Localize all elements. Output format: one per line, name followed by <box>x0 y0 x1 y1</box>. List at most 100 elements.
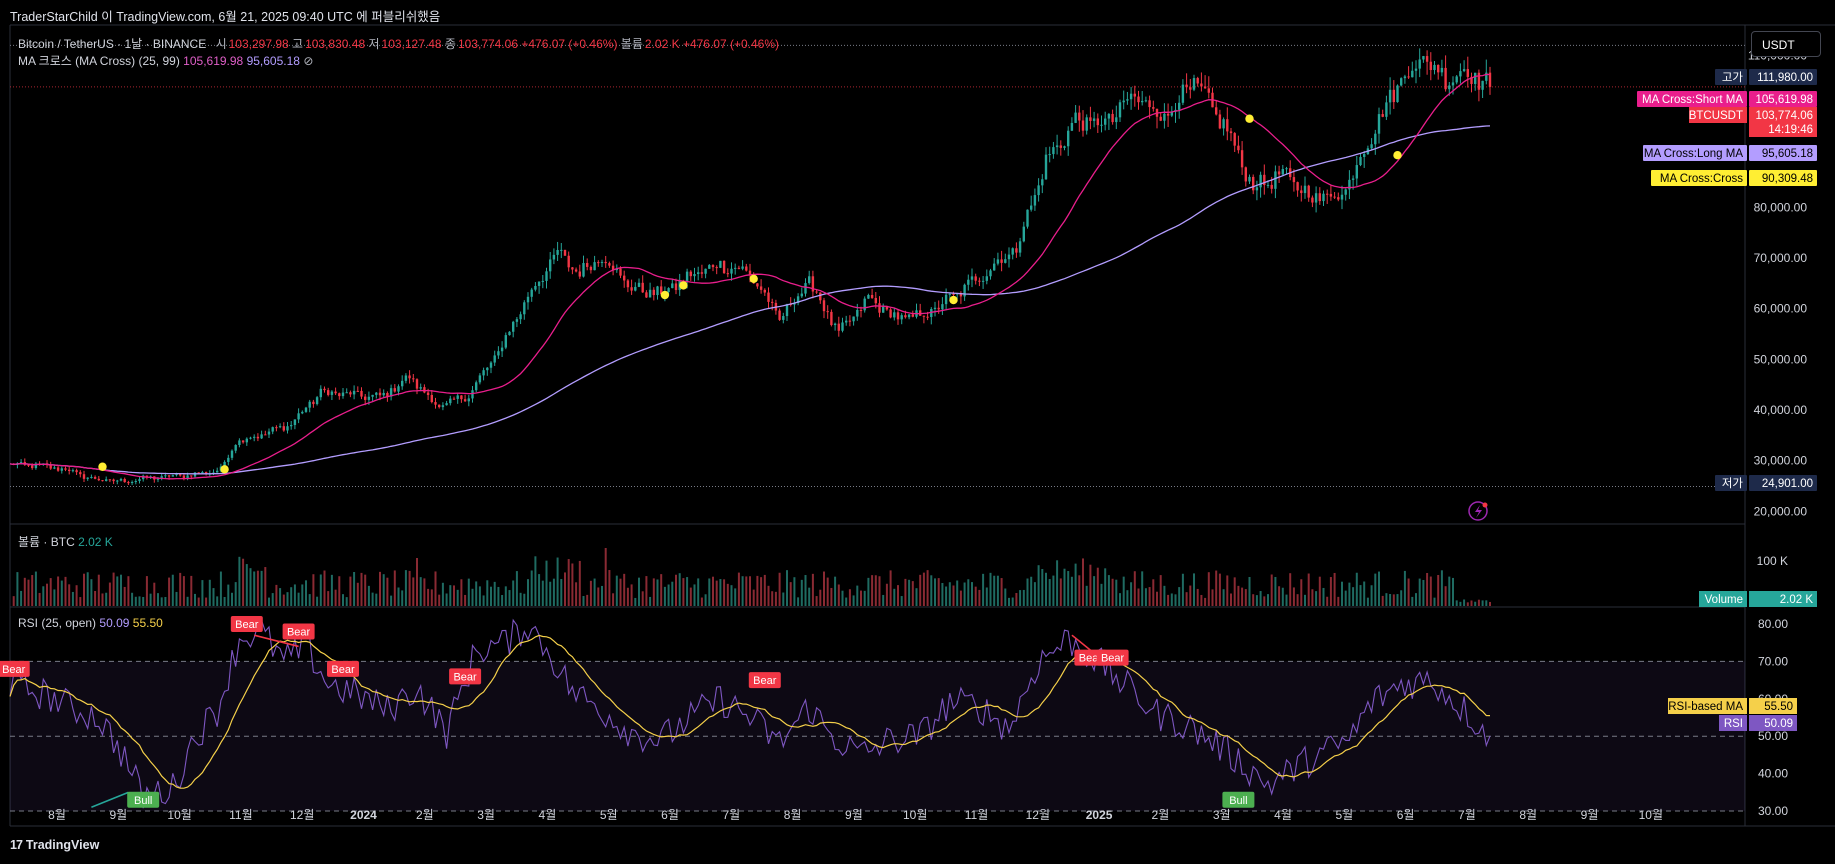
candle <box>1052 147 1055 155</box>
candle <box>241 440 245 443</box>
candle <box>1170 111 1173 116</box>
change-value: +476.07 (+0.46%) <box>521 37 618 51</box>
candle <box>404 375 408 381</box>
candle <box>719 260 722 268</box>
volume-bar <box>1241 587 1244 606</box>
volume-bar <box>190 575 193 606</box>
rsi-signal: Bear <box>0 660 30 677</box>
candle <box>1203 86 1207 89</box>
volume-bar <box>253 571 256 606</box>
volume-bar <box>197 597 200 606</box>
candle <box>167 475 171 477</box>
rsi-signal: Bear <box>230 615 263 632</box>
currency-button[interactable]: USDT <box>1751 31 1821 57</box>
candle <box>286 426 289 431</box>
candle <box>759 286 763 290</box>
volume-bar <box>1193 573 1195 606</box>
rsi-signal-text: Bear <box>235 619 259 631</box>
rsi-tick-label: 50.00 <box>1758 729 1788 743</box>
candle <box>116 480 119 482</box>
volume-bar <box>1489 601 1491 606</box>
candle <box>489 362 493 368</box>
symbol-name[interactable]: Bitcoin / TetherUS · 1날 · BINANCE <box>18 37 207 51</box>
candle <box>508 331 511 336</box>
candle <box>519 314 522 320</box>
candle <box>1448 85 1451 90</box>
tradingview-logo-icon: 17 <box>10 838 23 852</box>
volume-bar <box>1292 587 1295 606</box>
volume-bar <box>1148 587 1151 606</box>
rsi-legend[interactable]: RSI (25, open) 50.09 55.50 <box>18 616 163 630</box>
footer-brand[interactable]: 17 TradingView <box>10 838 99 852</box>
candle <box>845 320 848 323</box>
volume-bar <box>638 577 640 606</box>
candle <box>419 387 422 389</box>
volume-bar <box>1396 594 1399 606</box>
volume-bar <box>168 577 171 606</box>
candle <box>1026 209 1029 227</box>
volume-bar <box>834 576 837 606</box>
candle <box>919 310 922 316</box>
volume-bar <box>260 570 263 606</box>
change-value-2: +476.07 (+0.46%) <box>682 37 780 51</box>
volume-bar <box>704 594 707 606</box>
time-tick-label: 8월 <box>48 808 66 822</box>
candle <box>708 265 711 269</box>
volume-bar <box>893 588 896 606</box>
candle <box>234 444 237 451</box>
volume-bar <box>1477 599 1480 606</box>
volume-bars <box>12 548 1491 606</box>
ma-cross-point <box>220 465 229 474</box>
candle <box>108 479 112 481</box>
candle <box>230 450 234 458</box>
volume-bar <box>475 581 478 606</box>
candle <box>156 478 160 480</box>
candle <box>1015 248 1018 253</box>
volume-bar <box>438 594 441 606</box>
candle <box>1033 195 1037 206</box>
time-tick-label: 11월 <box>965 808 989 822</box>
candle <box>704 268 707 274</box>
volume-bar <box>1311 589 1314 606</box>
candle <box>334 391 337 394</box>
candle <box>349 392 352 395</box>
candle <box>393 388 396 392</box>
candle <box>1459 71 1462 77</box>
volume-value: 2.02 K <box>644 37 680 51</box>
ma-cross-legend[interactable]: MA 크로스 (MA Cross) (25, 99) 105,619.98 95… <box>18 52 313 69</box>
volume-badge-name-bg <box>1699 591 1747 607</box>
volume-legend[interactable]: 볼륨 · BTC 2.02 K <box>18 533 113 550</box>
candle <box>952 293 955 295</box>
rsi-signal-text: Bull <box>1229 795 1247 807</box>
candle <box>1429 61 1432 71</box>
volume-bar <box>1452 577 1454 606</box>
volume-bar <box>1252 594 1255 606</box>
price-badge-name: 고가 <box>1722 71 1744 84</box>
volume-bar <box>978 589 981 606</box>
volume-bar <box>841 590 844 606</box>
volume-bar <box>797 597 800 606</box>
divergence-line <box>254 634 299 648</box>
volume-bar <box>900 596 903 606</box>
candle <box>493 355 496 363</box>
volume-bar <box>249 568 252 606</box>
volume-bar <box>501 595 504 606</box>
volume-bar <box>1156 591 1158 606</box>
volume-bar <box>989 572 992 606</box>
volume-bar <box>1337 596 1340 606</box>
volume-bar <box>741 576 744 606</box>
volume-bar <box>612 593 615 606</box>
low-label: 저 <box>368 37 380 51</box>
candle <box>71 470 75 472</box>
eye-off-icon[interactable]: ⊘ <box>303 54 314 68</box>
volume-bar <box>1026 578 1029 606</box>
candle <box>323 388 326 391</box>
volume-bar <box>1289 573 1292 606</box>
candle <box>619 268 622 276</box>
candle <box>626 280 630 288</box>
candle <box>1218 114 1222 129</box>
volume-bar <box>1459 601 1462 606</box>
candle <box>700 272 704 274</box>
